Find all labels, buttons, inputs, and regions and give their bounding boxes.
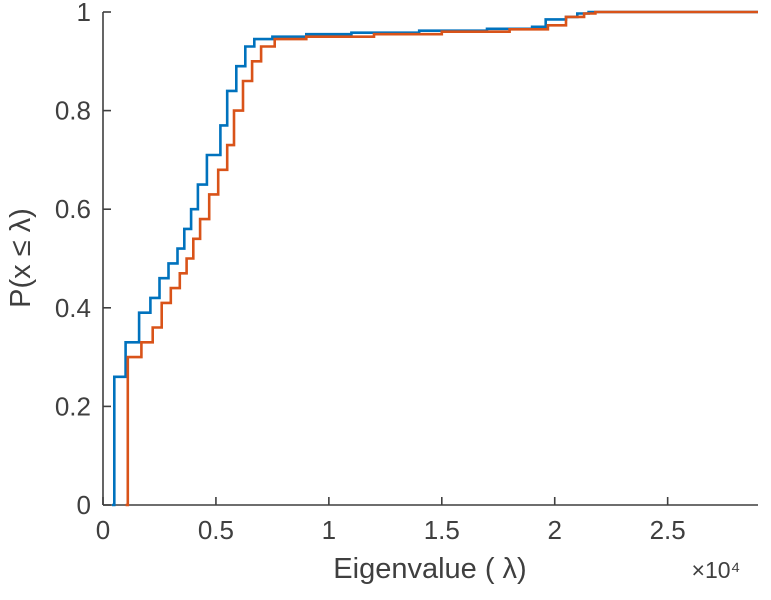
svg-text:0.2: 0.2: [55, 391, 91, 421]
cdf-curves: [112, 10, 758, 507]
svg-text:0: 0: [96, 515, 110, 545]
svg-text:1: 1: [322, 515, 336, 545]
y-axis-label: P(x ≤ λ): [5, 208, 37, 308]
svg-text:1: 1: [77, 0, 91, 27]
cdf-series-blue: [112, 10, 758, 507]
axes: [102, 12, 758, 506]
svg-text:0.8: 0.8: [55, 96, 91, 126]
x-axis-label: Eigenvalue ( λ): [333, 553, 526, 585]
svg-text:0.6: 0.6: [55, 194, 91, 224]
x-axis-multiplier-label: ×10⁴: [692, 557, 741, 583]
svg-text:0.5: 0.5: [198, 515, 234, 545]
svg-text:0.4: 0.4: [55, 293, 91, 323]
svg-text:0: 0: [77, 490, 91, 520]
cdf-series-orange: [125, 10, 758, 507]
svg-text:2.5: 2.5: [650, 515, 686, 545]
svg-text:2: 2: [547, 515, 561, 545]
svg-text:1.5: 1.5: [424, 515, 460, 545]
tick-marks-and-labels: 0 0.5 1 1.5 2 2.5 0 0.2 0.4 0.6 0.8 1: [55, 0, 686, 545]
